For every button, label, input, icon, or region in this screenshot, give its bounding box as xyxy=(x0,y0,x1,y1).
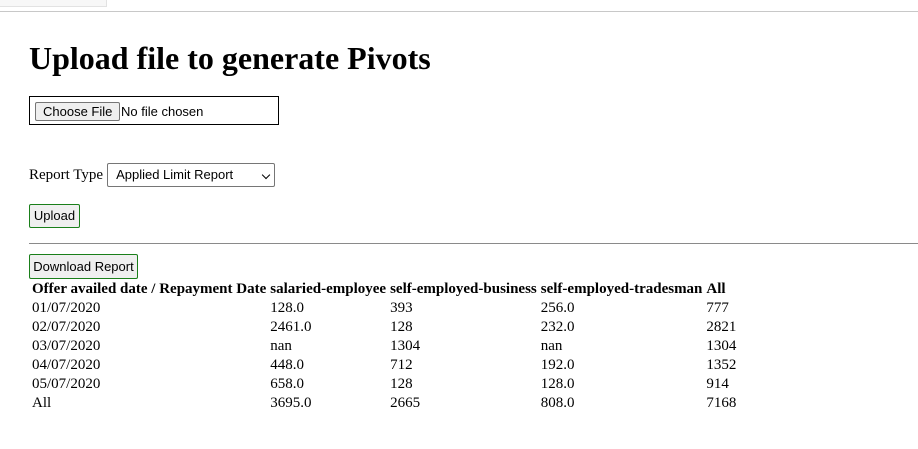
table-row: 02/07/2020 2461.0 128 232.0 2821 xyxy=(31,319,737,336)
table-cell: nan xyxy=(540,338,563,354)
column-header: Offer availed date / Repayment Date xyxy=(32,281,267,297)
report-type-selected-value: Applied Limit Report xyxy=(116,167,234,182)
table-row: 05/07/2020 658.0 128 128.0 914 xyxy=(31,376,737,393)
table-cell: 1304 xyxy=(390,338,421,354)
page-title: Upload file to generate Pivots xyxy=(29,40,431,76)
table-cell: 2821 xyxy=(706,319,737,335)
table-cell: 128.0 xyxy=(270,300,305,316)
table-row: 03/07/2020 nan 1304 nan 1304 xyxy=(31,338,737,355)
table-cell: 04/07/2020 xyxy=(32,357,101,373)
column-header: All xyxy=(706,281,726,297)
file-input[interactable]: Choose File No file chosen xyxy=(29,96,279,125)
divider xyxy=(29,243,918,244)
table-header-row: Offer availed date / Repayment Date sala… xyxy=(31,281,737,298)
table-cell: 3695.0 xyxy=(270,395,312,411)
table-cell: 712 xyxy=(390,357,413,373)
browser-top-edge xyxy=(0,0,918,12)
table-cell: 658.0 xyxy=(270,376,305,392)
download-report-button[interactable]: Download Report xyxy=(29,254,138,279)
table-cell: 03/07/2020 xyxy=(32,338,101,354)
table-cell: 448.0 xyxy=(270,357,305,373)
table-row: 04/07/2020 448.0 712 192.0 1352 xyxy=(31,357,737,374)
chevron-down-icon xyxy=(261,170,271,180)
table-cell: 2461.0 xyxy=(270,319,312,335)
table-row: 01/07/2020 128.0 393 256.0 777 xyxy=(31,300,737,317)
report-type-row: Report Type Applied Limit Report xyxy=(29,163,276,187)
table-cell: 256.0 xyxy=(540,300,575,316)
column-header: salaried-employee xyxy=(270,281,387,297)
table-cell: 128 xyxy=(390,376,413,392)
browser-tab-edge xyxy=(0,0,107,7)
table-cell: 7168 xyxy=(706,395,737,411)
column-header: self-employed-tradesman xyxy=(540,281,703,297)
table-cell: 05/07/2020 xyxy=(32,376,101,392)
table-cell: 128.0 xyxy=(540,376,575,392)
column-header: self-employed-business xyxy=(390,281,537,297)
pivot-table: Offer availed date / Repayment Date sala… xyxy=(29,279,739,414)
table-cell: All xyxy=(32,395,52,411)
table-cell: 02/07/2020 xyxy=(32,319,101,335)
table-row-total: All 3695.0 2665 808.0 7168 xyxy=(31,395,737,412)
table-cell: 914 xyxy=(706,376,729,392)
table-cell: 1304 xyxy=(706,338,737,354)
file-status-text: No file chosen xyxy=(121,104,204,119)
table-cell: 808.0 xyxy=(540,395,575,411)
table-cell: 192.0 xyxy=(540,357,575,373)
table-cell: 232.0 xyxy=(540,319,575,335)
upload-button[interactable]: Upload xyxy=(29,204,80,228)
table-cell: 1352 xyxy=(706,357,737,373)
report-type-select[interactable]: Applied Limit Report xyxy=(107,163,276,187)
choose-file-button[interactable]: Choose File xyxy=(35,102,121,121)
table-cell: 01/07/2020 xyxy=(32,300,101,316)
table-cell: 2665 xyxy=(390,395,421,411)
table-cell: 777 xyxy=(706,300,729,316)
report-type-label: Report Type xyxy=(29,166,104,183)
table-cell: 393 xyxy=(390,300,413,316)
table-cell: nan xyxy=(270,338,292,354)
table-cell: 128 xyxy=(390,319,413,335)
